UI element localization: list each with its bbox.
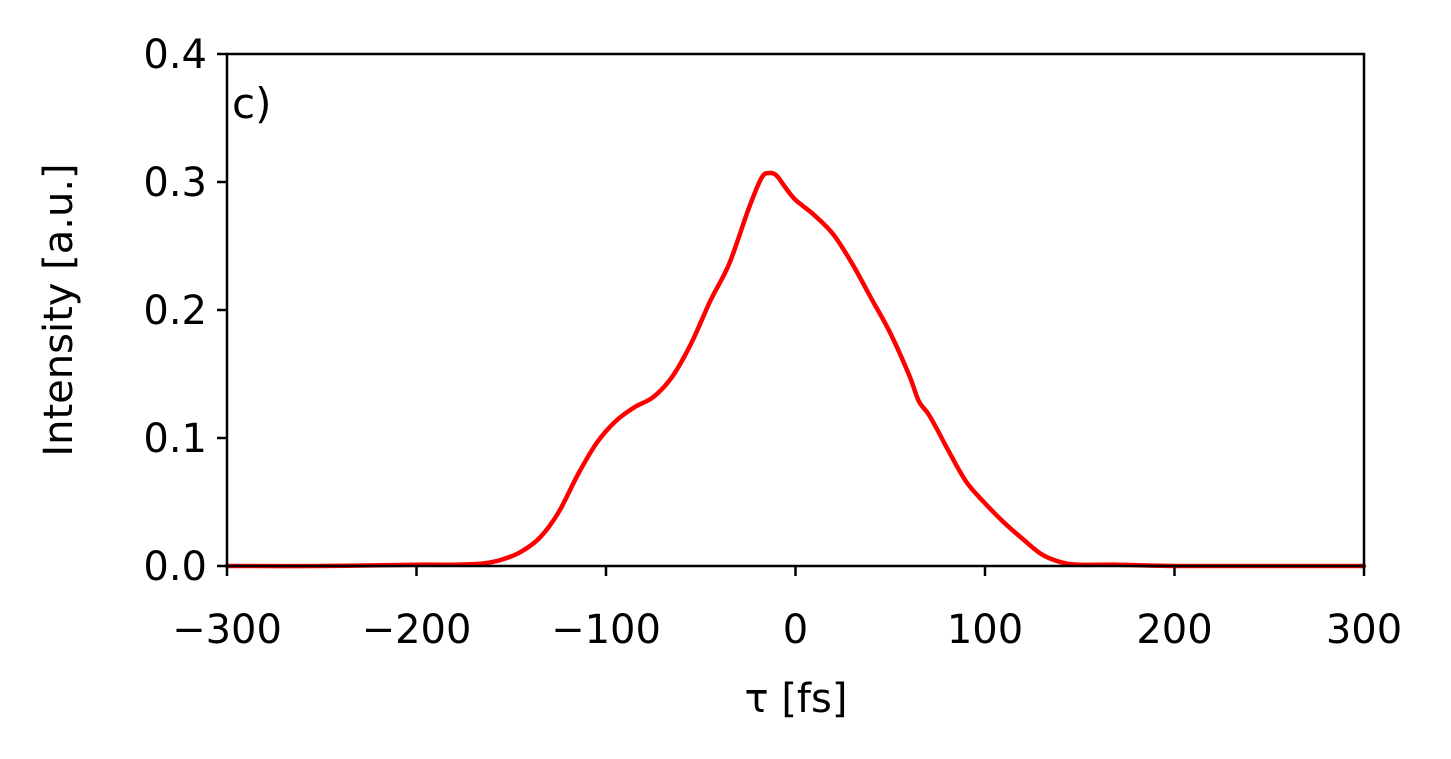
x-tick-label: −200 bbox=[362, 607, 472, 653]
y-axis-ticks: 0.0 0.1 0.2 0.3 0.4 bbox=[143, 32, 227, 590]
y-tick-label: 0.0 bbox=[143, 544, 207, 590]
y-tick-label: 0.2 bbox=[143, 288, 207, 334]
x-tick-label: 300 bbox=[1326, 607, 1402, 653]
y-tick-label: 0.3 bbox=[143, 160, 207, 206]
intensity-line bbox=[224, 170, 1367, 569]
plot-area bbox=[224, 52, 1367, 569]
x-axis-ticks: −300 −200 −100 0 100 200 300 bbox=[172, 566, 1402, 653]
x-tick-label: 100 bbox=[947, 607, 1023, 653]
x-tick-label: −300 bbox=[172, 607, 282, 653]
y-axis-label: Intensity [a.u.] bbox=[36, 163, 82, 456]
x-tick-label: −100 bbox=[551, 607, 661, 653]
y-tick-label: 0.1 bbox=[143, 416, 207, 462]
axes-frame bbox=[225, 52, 1366, 568]
x-tick-label: 200 bbox=[1136, 607, 1212, 653]
panel-label: c) bbox=[232, 79, 271, 128]
y-tick-label: 0.4 bbox=[143, 32, 207, 78]
x-tick-label: 0 bbox=[783, 607, 808, 653]
x-axis-label: τ [fs] bbox=[745, 676, 848, 722]
